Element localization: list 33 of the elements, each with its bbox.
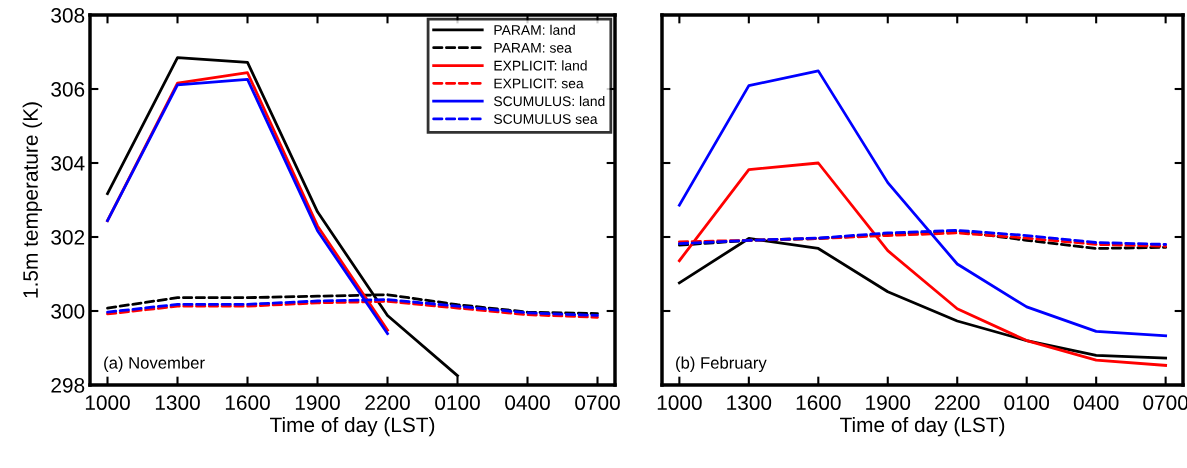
- y-tick-label: 298: [51, 378, 85, 393]
- x-tick-label: 1300: [727, 395, 772, 411]
- legend-label: SCUMULUS sea: [493, 114, 598, 124]
- x-tick-label: 2200: [935, 395, 980, 411]
- x-tick-label: 1300: [155, 395, 200, 411]
- x-tick-label: 1000: [85, 395, 130, 411]
- x-tick-label: 0400: [505, 395, 550, 411]
- annotation: (a) November: [104, 356, 205, 373]
- x-tick-label: 0400: [1073, 395, 1119, 411]
- x-tick-label: 2200: [365, 395, 410, 411]
- annotation: (b) February: [676, 356, 767, 373]
- y-tick-label: 304: [51, 156, 85, 171]
- y-tick-label: 302: [51, 230, 85, 245]
- x-tick-label: 0700: [1143, 395, 1187, 411]
- y-tick-label: 308: [51, 8, 85, 23]
- y-tick-label: 300: [51, 304, 85, 319]
- y-axis-title: 1.5m temperature (K): [22, 102, 43, 298]
- legend-label: PARAM: land: [494, 24, 575, 35]
- x-tick-label: 0100: [1004, 395, 1050, 411]
- x-axis-title: Time of day (LST): [270, 416, 435, 437]
- x-tick-label: 1600: [796, 395, 841, 411]
- legend-label: EXPLICIT: land: [494, 60, 587, 71]
- x-tick-label: 1900: [866, 395, 911, 411]
- legend-label: PARAM: sea: [494, 43, 572, 53]
- x-tick-label: 1900: [295, 395, 340, 411]
- x-tick-label: 1600: [225, 395, 270, 411]
- x-axis-title: Time of day (LST): [840, 416, 1005, 437]
- x-tick-label: 0100: [435, 395, 480, 411]
- y-tick-label: 306: [51, 82, 85, 97]
- x-tick-label: 0700: [575, 395, 620, 411]
- x-tick-label: 1000: [657, 395, 702, 411]
- legend-label: EXPLICIT: sea: [494, 78, 584, 89]
- legend-label: SCUMULUS: land: [493, 95, 605, 107]
